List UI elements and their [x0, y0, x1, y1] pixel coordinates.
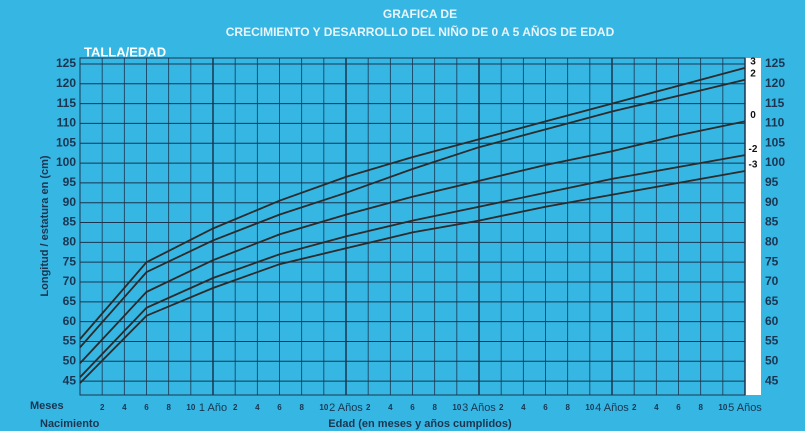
y-tick-label: 75 — [63, 254, 77, 268]
x-tick-label: 2 — [366, 403, 371, 412]
x-tick-label: 10 — [718, 403, 727, 412]
series-line — [79, 67, 746, 340]
y2-tick-label: 60 — [765, 314, 779, 328]
label-strip — [745, 58, 761, 395]
y-tick-label: 95 — [63, 175, 77, 189]
x-tick-label: 8 — [565, 403, 570, 412]
series-line — [79, 120, 746, 364]
x-tick-label: 4 Años — [595, 402, 629, 414]
series-label: 2 — [750, 68, 756, 79]
x-tick-label: 6 — [676, 403, 681, 412]
y-tick-label: 55 — [63, 334, 77, 348]
y2-tick-label: 85 — [765, 215, 779, 229]
x-tick-label: 4 — [388, 403, 393, 412]
y2-tick-label: 75 — [765, 254, 779, 268]
y-tick-label: 125 — [56, 56, 76, 70]
y-tick-label: 105 — [56, 135, 76, 149]
y2-tick-label: 45 — [765, 373, 779, 387]
y2-tick-label: 110 — [765, 116, 785, 130]
y2-tick-label: 100 — [765, 155, 785, 169]
series-line — [79, 170, 746, 384]
x-tick-label: 10 — [452, 403, 461, 412]
x-tick-label: 4 — [255, 403, 260, 412]
series-line — [79, 78, 746, 348]
x-start-label: Nacimiento — [40, 418, 100, 430]
y2-tick-label: 65 — [765, 294, 779, 308]
x-tick-label: 4 — [122, 403, 127, 412]
y-tick-label: 90 — [63, 195, 77, 209]
x-tick-label: 5 Años — [728, 402, 762, 414]
series-line — [79, 154, 746, 378]
x-tick-label: 2 — [233, 403, 238, 412]
chart-subtitle: CRECIMIENTO Y DESARROLLO DEL NIÑO DE 0 A… — [226, 24, 615, 39]
y2-tick-label: 105 — [765, 135, 785, 149]
series-label: 0 — [750, 110, 756, 121]
y2-tick-label: 115 — [765, 96, 785, 110]
y-tick-label: 50 — [63, 353, 77, 367]
y-axis-label: Longitud / estatura en (cm) — [39, 155, 51, 297]
x-tick-label: 2 — [632, 403, 637, 412]
y2-tick-label: 50 — [765, 353, 779, 367]
y-tick-label: 65 — [63, 294, 77, 308]
y2-tick-label: 125 — [765, 56, 785, 70]
y2-tick-label: 95 — [765, 175, 779, 189]
y-tick-label: 85 — [63, 215, 77, 229]
x-tick-label: 4 — [654, 403, 659, 412]
x-tick-label: 1 Año — [199, 402, 227, 414]
x-tick-label: 10 — [186, 403, 195, 412]
y2-tick-label: 70 — [765, 274, 779, 288]
series-label: -3 — [749, 160, 758, 171]
x-tick-label: 2 Años — [329, 402, 363, 414]
x-tick-label: 10 — [585, 403, 594, 412]
x-tick-label: 8 — [698, 403, 703, 412]
x-tick-label: 10 — [319, 403, 328, 412]
y-tick-label: 100 — [56, 155, 76, 169]
x-tick-label: 6 — [144, 403, 149, 412]
y2-tick-label: 55 — [765, 334, 779, 348]
x-tick-label: 3 Años — [462, 402, 496, 414]
y-tick-label: 120 — [56, 76, 76, 90]
y-tick-label: 80 — [63, 235, 77, 249]
y-tick-label: 70 — [63, 274, 77, 288]
x-tick-label: 6 — [277, 403, 282, 412]
y-tick-label: 60 — [63, 314, 77, 328]
y2-tick-label: 80 — [765, 235, 779, 249]
y-tick-label: 45 — [63, 373, 77, 387]
x-tick-label: 8 — [166, 403, 171, 412]
x-tick-label: 2 — [100, 403, 105, 412]
chart-title: GRAFICA DE — [383, 7, 457, 21]
x-tick-label: 8 — [299, 403, 304, 412]
x-tick-label: 2 — [499, 403, 504, 412]
y2-tick-label: 90 — [765, 195, 779, 209]
series-label: -2 — [749, 144, 758, 155]
chart-label: TALLA/EDAD — [84, 44, 166, 59]
x-row-label: Meses — [30, 400, 64, 412]
x-tick-label: 8 — [432, 403, 437, 412]
series-label: 3 — [750, 57, 756, 68]
y-tick-label: 110 — [57, 116, 77, 130]
x-tick-label: 4 — [521, 403, 526, 412]
x-axis-label: Edad (en meses y años cumplidos) — [328, 418, 512, 430]
x-tick-label: 6 — [543, 403, 548, 412]
y-tick-label: 115 — [57, 96, 77, 110]
x-tick-label: 6 — [410, 403, 415, 412]
y2-tick-label: 120 — [765, 76, 785, 90]
